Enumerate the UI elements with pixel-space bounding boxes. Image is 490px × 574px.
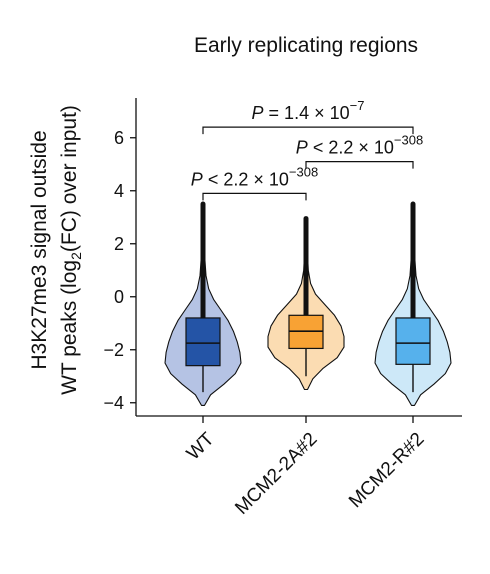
y-tick-label: 6 (114, 128, 124, 148)
box-wt (185, 317, 221, 367)
y-tick-label: 2 (114, 234, 124, 254)
x-tick-label-wt: WT (183, 428, 219, 464)
violin-group-mcm2-2a-2 (267, 216, 345, 391)
p-value-label: P < 2.2 × 10−308 (296, 133, 423, 158)
x-axis: WT MCM2-2A#2 MCM2-R#2 (136, 415, 462, 519)
violin-group-mcm2-r-2 (374, 201, 452, 406)
bracket (202, 126, 414, 135)
y-tick-label: 0 (114, 287, 124, 307)
violins (164, 201, 452, 406)
y-axis-label-line2: WT peaks (log2(FC) over input) (58, 105, 84, 395)
comparison-1: P = 1.4 × 10−7 (202, 98, 414, 135)
bracket (202, 192, 307, 201)
y-axis-label: H3K27me3 signal outside WT peaks (log2(F… (28, 105, 84, 395)
y-tick-label: −2 (103, 340, 124, 360)
box-mcm2-r-2 (395, 317, 431, 365)
p-value-label: P = 1.4 × 10−7 (252, 98, 365, 123)
bracket (305, 161, 414, 169)
x-tick-label-mcm2-r-2: MCM2-R#2 (345, 429, 429, 513)
chart-title: Early replicating regions (194, 34, 418, 57)
comparison-2: P < 2.2 × 10−308 (296, 133, 423, 169)
comparison-3: P < 2.2 × 10−308 (191, 164, 318, 201)
y-axis-label-line1: H3K27me3 signal outside (28, 130, 51, 369)
y-axis: −4 −2 0 2 4 6 (103, 98, 137, 416)
violin-group-wt (164, 201, 242, 406)
y-tick-label: 4 (114, 181, 124, 201)
significance-brackets: P = 1.4 × 10−7 P < 2.2 × 10−308 P < 2.2 × … (191, 98, 423, 201)
x-tick-label-mcm2-2a-2: MCM2-2A#2 (231, 429, 321, 519)
p-value-label: P < 2.2 × 10−308 (191, 164, 318, 189)
y-tick-label: −4 (103, 393, 124, 413)
